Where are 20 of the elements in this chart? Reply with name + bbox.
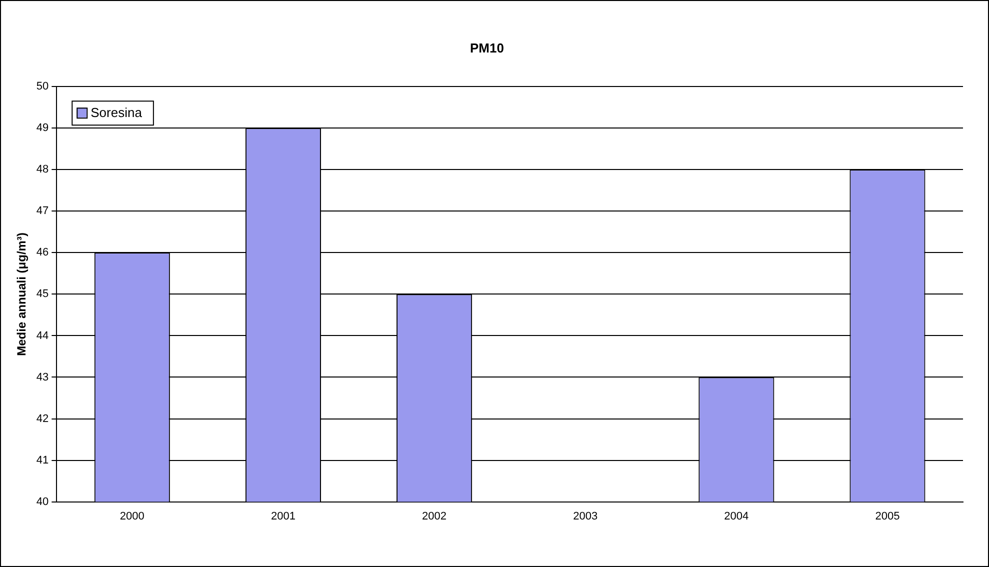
- y-tick-label: 50: [36, 80, 49, 93]
- y-tick-label: 43: [36, 371, 49, 384]
- y-tick-label: 41: [36, 454, 49, 466]
- x-tick-label: 2005: [875, 510, 900, 522]
- legend-label: Soresina: [90, 105, 143, 120]
- y-tick-label: 46: [36, 246, 49, 259]
- x-tick-label: 2000: [120, 510, 144, 522]
- x-tick-label: 2001: [270, 510, 296, 522]
- chart-title: PM10: [470, 40, 504, 56]
- y-tick-label: 45: [36, 288, 49, 300]
- y-axis-title: Medie annuali (μg/m³): [14, 232, 29, 356]
- y-tick-label: 40: [36, 496, 49, 508]
- y-tick-label: 47: [36, 205, 49, 218]
- x-tick-label: 2004: [724, 510, 749, 522]
- x-tick-label: 2002: [422, 510, 447, 522]
- y-tick-label: 48: [36, 164, 49, 176]
- x-tick-label: 2003: [573, 510, 598, 522]
- y-tick-label: 42: [36, 412, 49, 425]
- y-tick-label: 49: [36, 122, 49, 134]
- y-tick-label: 44: [36, 330, 49, 342]
